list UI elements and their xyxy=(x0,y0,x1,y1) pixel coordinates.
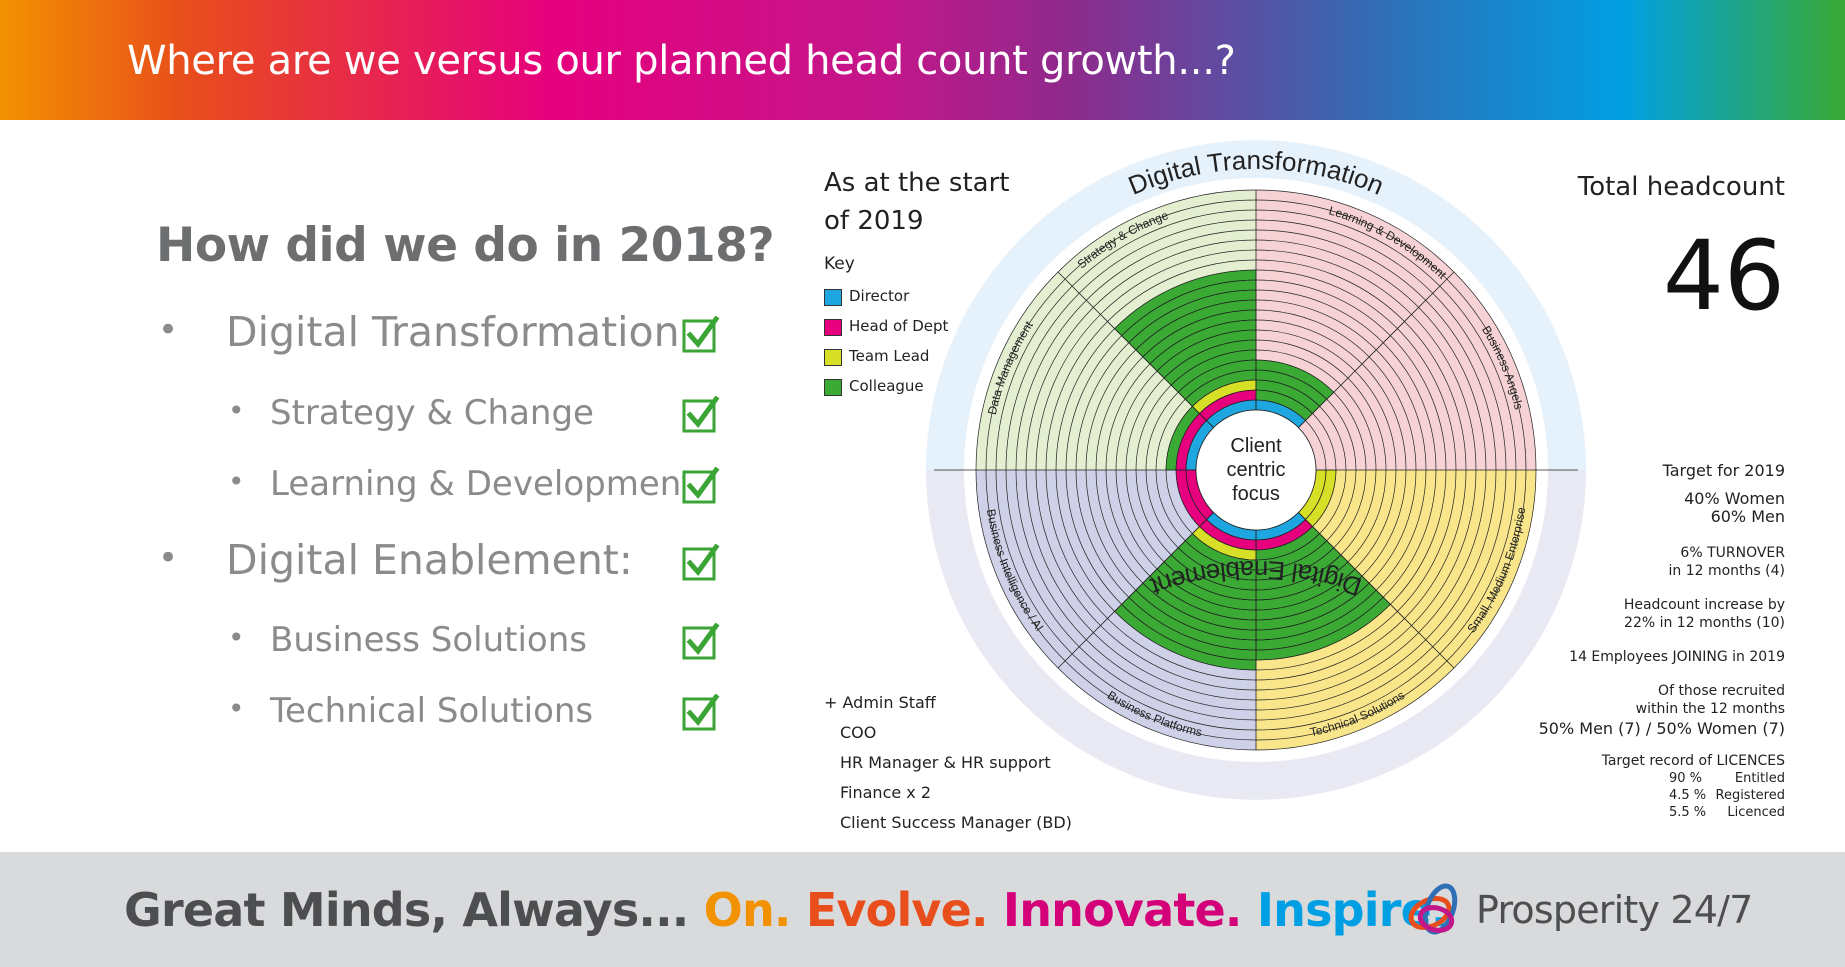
review-item-label: Digital Enablement: xyxy=(226,536,633,584)
tagline-lead: Great Minds, Always... xyxy=(124,883,704,937)
segment-divider xyxy=(1057,512,1214,669)
admin-item: Finance x 2 xyxy=(840,783,932,802)
headcount-diagram-area: As at the start of 2019 Key Director Hea… xyxy=(780,120,1845,850)
key-swatch xyxy=(824,319,842,336)
total-headcount-value: 46 xyxy=(1662,220,1785,332)
admin-item: Client Success Manager (BD) xyxy=(840,813,1072,832)
outer-band-bottom xyxy=(926,470,1586,800)
bullet: • xyxy=(158,310,179,350)
target-increase-detail: 22% in 12 months (10) xyxy=(1624,615,1785,631)
review-panel: How did we do in 2018? • Digital Transfo… xyxy=(0,120,780,850)
segment-divider xyxy=(1298,271,1455,428)
key-label: Colleague xyxy=(849,377,924,395)
tagline-on: On. xyxy=(703,883,792,937)
review-item-label: Learning & Development xyxy=(270,464,695,504)
tagline: Great Minds, Always... On. Evolve. Innov… xyxy=(124,883,1449,937)
page-title: Where are we versus our planned head cou… xyxy=(127,38,1236,84)
target-women: 40% Women xyxy=(1684,489,1785,508)
checkbox-checked-icon xyxy=(682,544,720,581)
key-label: Director xyxy=(849,287,910,305)
review-item: • Digital Transformation: xyxy=(0,308,780,370)
licence-label: Entitled xyxy=(1734,771,1785,786)
target-recruited: Of those recruited xyxy=(1658,683,1785,699)
segment-divider xyxy=(1057,271,1214,428)
key-swatch xyxy=(824,289,842,306)
bullet: • xyxy=(158,538,179,578)
footer-bar: Great Minds, Always... On. Evolve. Innov… xyxy=(0,852,1845,967)
tagline-evolve: Evolve. xyxy=(805,883,989,937)
licence-pct: 90 % xyxy=(1669,771,1703,786)
header-banner: Where are we versus our planned head cou… xyxy=(0,0,1845,120)
brand-name: Prosperity 24/7 xyxy=(1476,888,1753,932)
review-question: How did we do in 2018? xyxy=(156,218,775,273)
admin-item: HR Manager & HR support xyxy=(840,753,1051,772)
bullet: • xyxy=(228,692,245,725)
key-title: Key xyxy=(824,254,855,274)
key-label: Team Lead xyxy=(849,347,930,365)
review-item: • Business Solutions xyxy=(0,617,780,677)
checkbox-checked-icon xyxy=(682,316,720,353)
review-item-label: Digital Transformation: xyxy=(226,308,694,356)
targets-title: Target for 2019 xyxy=(1662,461,1785,480)
review-item-label: Strategy & Change xyxy=(270,393,594,433)
review-item: • Learning & Development xyxy=(0,461,780,521)
review-item-label: Business Solutions xyxy=(270,620,587,660)
admin-item: COO xyxy=(840,723,877,742)
review-item: • Strategy & Change xyxy=(0,390,780,450)
bullet: • xyxy=(228,621,245,654)
licence-row: 90 % Entitled xyxy=(1485,770,1785,787)
key-swatch xyxy=(824,349,842,366)
target-men: 60% Men xyxy=(1710,507,1785,526)
as-at-line: As at the start xyxy=(824,168,1010,198)
checkbox-checked-icon xyxy=(682,623,720,660)
checkbox-checked-icon xyxy=(682,694,720,731)
target-turnover-detail: in 12 months (4) xyxy=(1668,563,1786,579)
licence-row: 4.5 % Registered xyxy=(1485,787,1785,804)
admin-title: + Admin Staff xyxy=(824,693,936,712)
total-headcount-label: Total headcount xyxy=(1577,172,1785,202)
bullet: • xyxy=(228,394,245,427)
admin-staff-list: + Admin Staff COO HR Manager & HR suppor… xyxy=(824,688,1084,838)
outer-band-top xyxy=(926,140,1586,470)
checkbox-checked-icon xyxy=(682,396,720,433)
licence-label: Registered xyxy=(1715,788,1786,803)
center-circle xyxy=(1195,409,1317,531)
licence-pct: 4.5 % xyxy=(1669,788,1707,803)
target-turnover: 6% TURNOVER xyxy=(1680,545,1785,561)
target-joining: 14 Employees JOINING in 2019 xyxy=(1569,649,1785,665)
prosperity-logo-icon xyxy=(1408,883,1458,935)
center-label: centric xyxy=(1227,459,1286,481)
bullet: • xyxy=(228,465,245,498)
target-recruited-split: 50% Men (7) / 50% Women (7) xyxy=(1538,719,1785,738)
review-item: • Digital Enablement: xyxy=(0,536,780,598)
targets-2019: Target for 2019 40% Women 60% Men 6% TUR… xyxy=(1485,462,1785,821)
segment-divider xyxy=(1298,512,1455,669)
checkbox-checked-icon xyxy=(682,467,720,504)
licence-row: 5.5 % Licenced xyxy=(1485,804,1785,821)
center-label: focus xyxy=(1232,483,1280,505)
review-item: • Technical Solutions xyxy=(0,688,780,748)
center-label: Client xyxy=(1230,435,1282,457)
as-at-line: of 2019 xyxy=(824,206,924,236)
key-label: Head of Dept xyxy=(849,317,949,335)
tagline-innovate: Innovate. xyxy=(1002,883,1243,937)
licences-title: Target record of LICENCES xyxy=(1601,753,1785,769)
target-recruited-window: within the 12 months xyxy=(1635,701,1785,717)
licence-label: Licenced xyxy=(1727,805,1785,820)
review-item-label: Technical Solutions xyxy=(270,691,594,731)
key-swatch xyxy=(824,379,842,396)
target-increase: Headcount increase by xyxy=(1623,597,1785,613)
as-at-caption: As at the start of 2019 xyxy=(824,164,1024,240)
licence-pct: 5.5 % xyxy=(1669,805,1707,820)
